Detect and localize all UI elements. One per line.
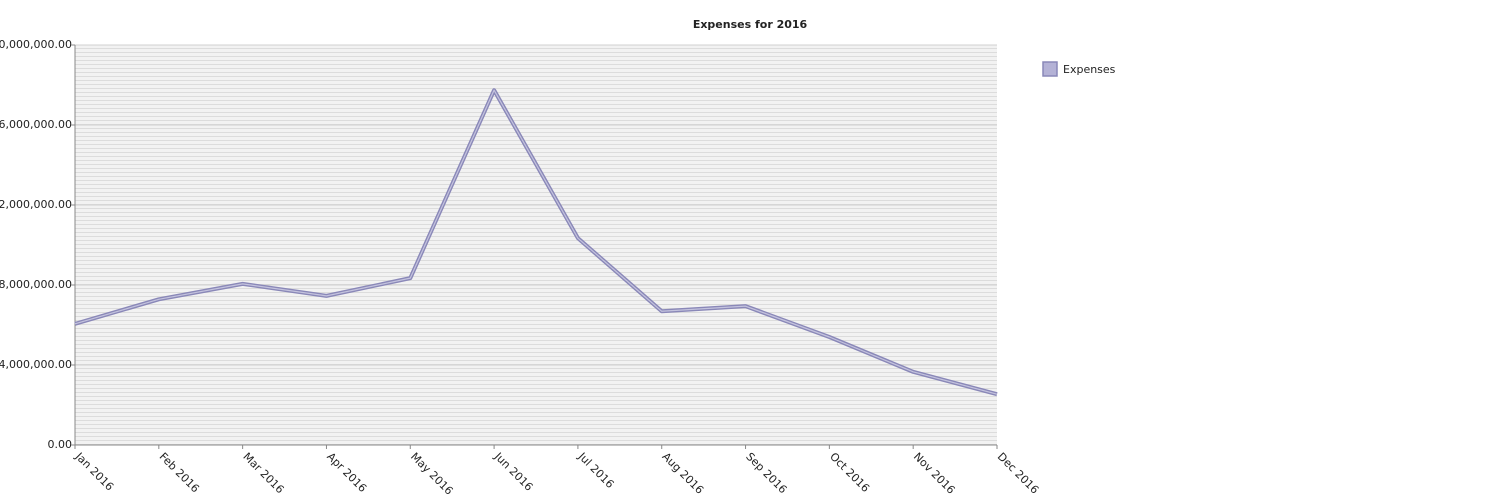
x-tick-label: Apr 2016: [324, 450, 369, 495]
legend-swatch: [1042, 61, 1058, 77]
x-tick-label: Nov 2016: [911, 450, 958, 497]
y-tick-label: 0.00: [48, 438, 73, 451]
legend-label: Expenses: [1063, 63, 1116, 76]
x-tick-label: Jul 2016: [575, 449, 617, 491]
line: [74, 89, 998, 395]
chart-title: Expenses for 2016: [693, 18, 808, 31]
x-tick-label: Jun 2016: [491, 449, 535, 493]
plot-area: [75, 45, 997, 445]
x-tick-label: Oct 2016: [827, 450, 872, 495]
y-tick-label: 56,000,000.00: [0, 118, 72, 131]
x-tick-label: Sep 2016: [743, 450, 789, 496]
x-tick-label: May 2016: [408, 450, 456, 498]
y-tick-label: 70,000,000.00: [0, 38, 72, 51]
y-tick-label: 28,000,000.00: [0, 278, 72, 291]
x-tick-label: Aug 2016: [659, 450, 706, 497]
y-tick-label: 14,000,000.00: [0, 358, 72, 371]
x-tick-label: Dec 2016: [995, 450, 1042, 497]
y-tick-label: 42,000,000.00: [0, 198, 72, 211]
x-tick-label: Jan 2016: [72, 449, 116, 493]
x-tick-label: Feb 2016: [157, 450, 202, 495]
x-tick-label: Mar 2016: [240, 450, 286, 496]
